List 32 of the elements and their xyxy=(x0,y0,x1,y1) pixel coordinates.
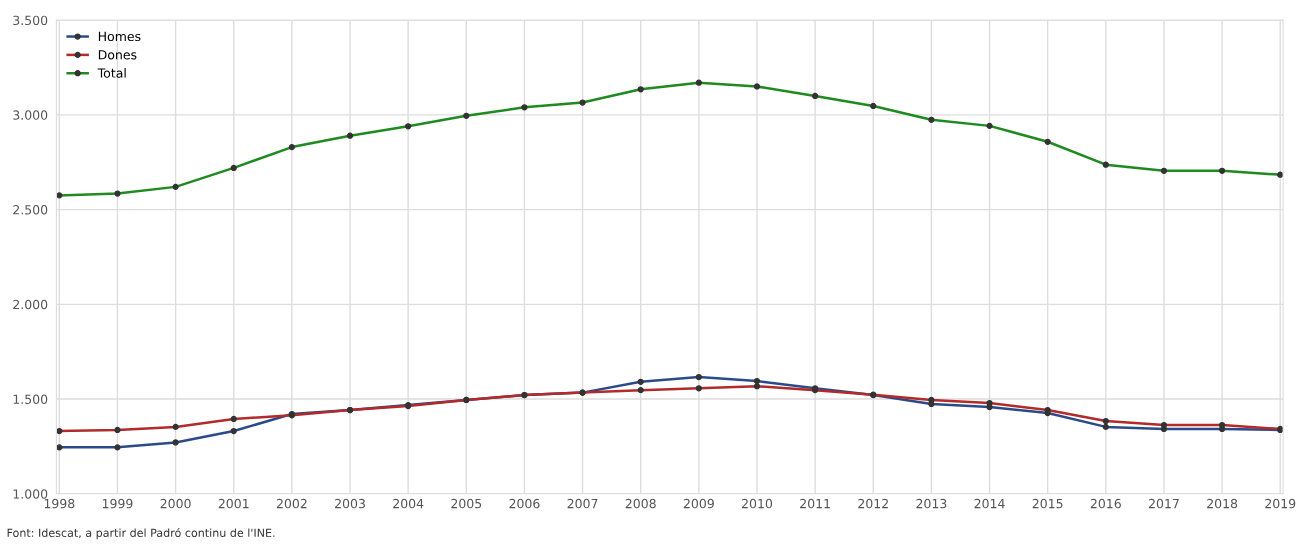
x-tick-label: 2009 xyxy=(683,498,714,509)
x-tick-label: 2001 xyxy=(218,498,249,509)
x-tick-label: 2019 xyxy=(1265,498,1296,509)
x-tick-label: 2013 xyxy=(916,498,947,509)
x-tick-label: 1999 xyxy=(102,498,133,509)
x-tick-label: 1998 xyxy=(44,498,75,509)
legend-label: Homes xyxy=(98,31,141,42)
x-tick-label: 2005 xyxy=(451,498,482,509)
x-tick-label: 2002 xyxy=(276,498,307,509)
x-tick-label: 2007 xyxy=(567,498,598,509)
y-tick-label: 2.500 xyxy=(13,205,48,215)
x-tick-label: 2000 xyxy=(160,498,191,509)
x-tick-label: 2018 xyxy=(1207,498,1238,509)
legend-label: Total xyxy=(97,68,126,78)
x-tick-label: 2003 xyxy=(335,498,365,509)
x-tick-label: 2010 xyxy=(741,498,773,509)
y-tick-label: 1.500 xyxy=(13,394,48,404)
x-tick-label: 2004 xyxy=(393,498,424,509)
x-tick-label: 2008 xyxy=(625,498,656,509)
x-tick-label: 2015 xyxy=(1032,498,1063,509)
x-tick-label: 2016 xyxy=(1090,498,1121,509)
y-tick-label: 3.500 xyxy=(13,15,48,26)
x-tick-label: 2014 xyxy=(974,498,1005,509)
y-tick-label: 2.000 xyxy=(13,299,48,310)
text: Font: Idescat, a partir del Padró continu de l'INE. xyxy=(7,527,275,540)
legend-label: Dones xyxy=(98,50,137,60)
x-tick-label: 2017 xyxy=(1148,498,1179,509)
x-tick-label: 2011 xyxy=(800,498,830,509)
y-tick-label: 1.000 xyxy=(13,489,48,499)
x-tick-label: 2012 xyxy=(858,498,888,509)
y-tick-label: 3.000 xyxy=(13,110,48,120)
x-tick-label: 2006 xyxy=(509,498,540,509)
